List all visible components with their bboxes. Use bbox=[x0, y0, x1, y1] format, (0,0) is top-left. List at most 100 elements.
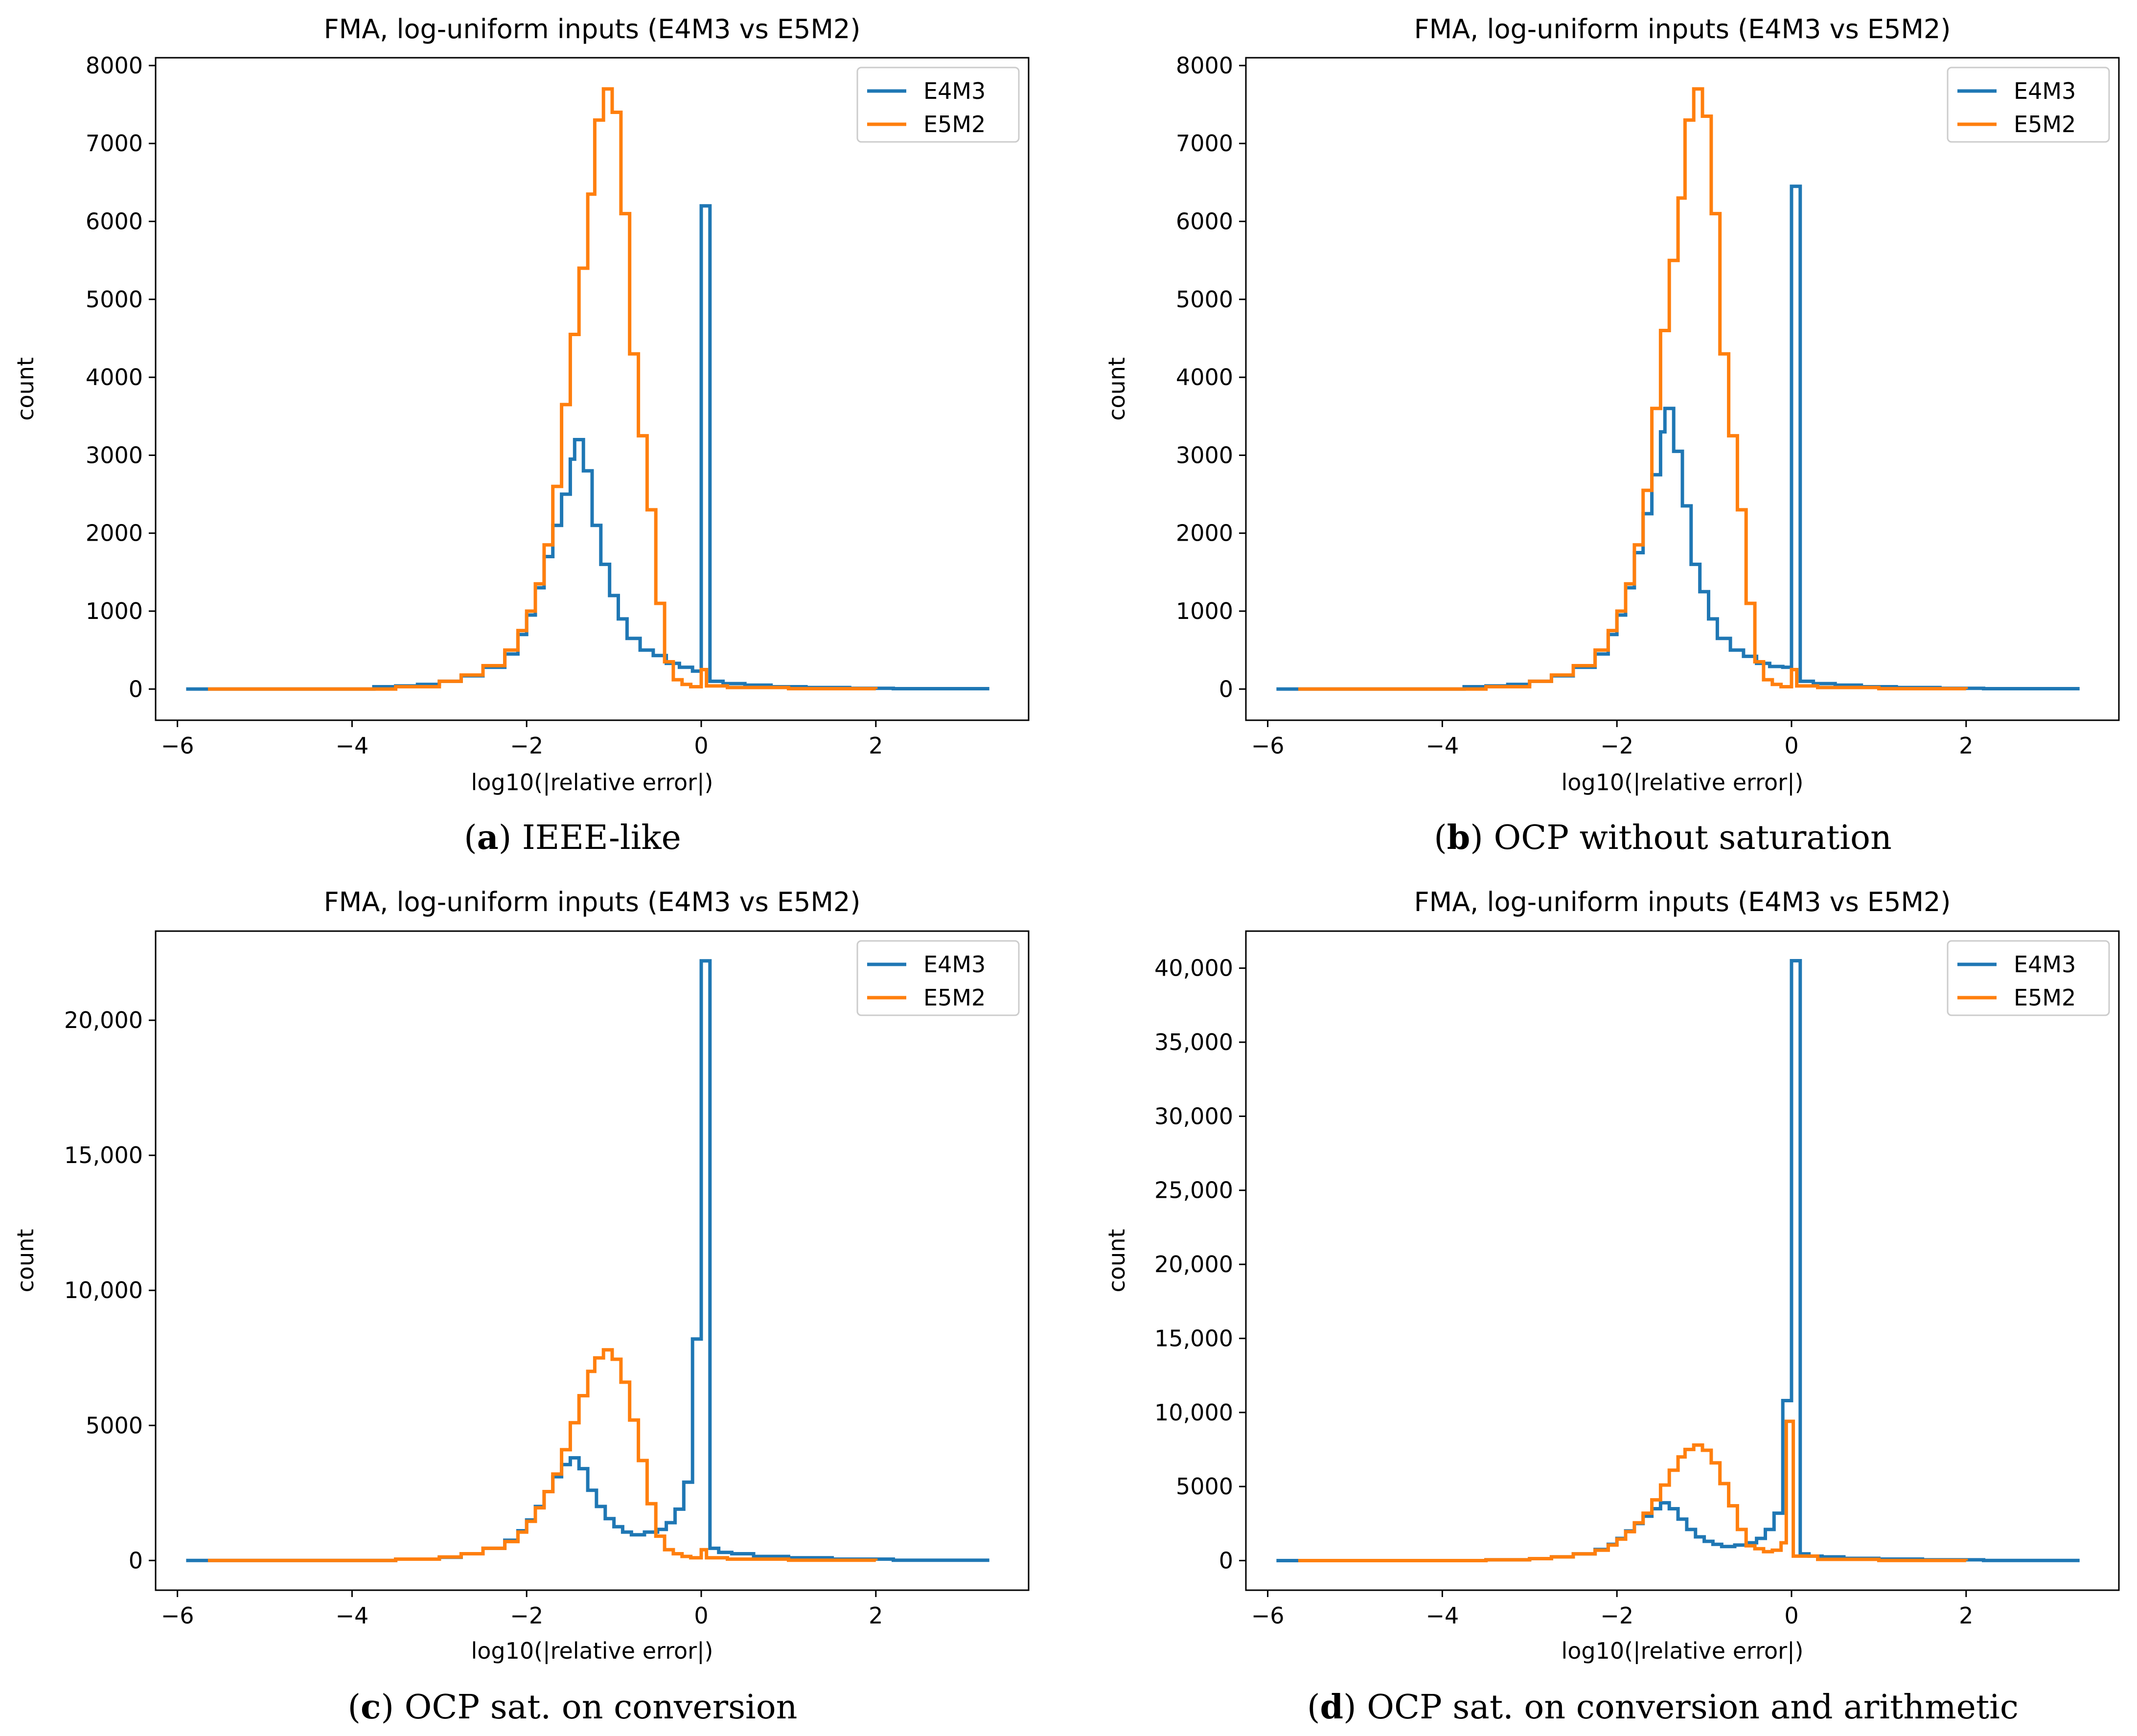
subfigure-caption: (b) OCP without saturation bbox=[1434, 818, 1892, 857]
legend-label-e5m2: E5M2 bbox=[923, 984, 986, 1011]
caption-text: OCP without saturation bbox=[1494, 819, 1891, 857]
legend-label-e4m3: E4M3 bbox=[2014, 951, 2076, 978]
y-tick-label: 40,000 bbox=[1154, 955, 1233, 982]
y-tick-label: 7000 bbox=[1176, 130, 1233, 157]
legend-label-e4m3: E4M3 bbox=[923, 78, 986, 104]
x-axis-label: log10(|relative error|) bbox=[471, 769, 713, 796]
y-tick-label: 6000 bbox=[86, 208, 143, 235]
y-tick-label: 4000 bbox=[86, 364, 143, 390]
y-tick-label: 1000 bbox=[86, 598, 143, 624]
y-tick-label: 0 bbox=[129, 676, 143, 702]
y-tick-label: 5000 bbox=[1176, 1473, 1233, 1500]
plot-area bbox=[155, 57, 1030, 721]
x-tick-label: 2 bbox=[1959, 1602, 1973, 1629]
y-tick-label: 35,000 bbox=[1154, 1029, 1233, 1055]
x-tick-label: 0 bbox=[1784, 732, 1798, 759]
x-tick-label: 0 bbox=[694, 1602, 708, 1629]
legend-label-e4m3: E4M3 bbox=[2014, 78, 2076, 104]
y-tick-label: 3000 bbox=[1176, 442, 1233, 468]
caption-letter: b bbox=[1447, 818, 1471, 857]
x-tick-label: −4 bbox=[1425, 732, 1459, 759]
x-tick-label: −4 bbox=[1425, 1602, 1459, 1629]
y-tick-label: 10,000 bbox=[64, 1277, 143, 1303]
y-tick-label: 8000 bbox=[1176, 52, 1233, 79]
y-tick-label: 5000 bbox=[1176, 286, 1233, 313]
legend-label-e4m3: E4M3 bbox=[923, 951, 986, 978]
y-tick-label: 3000 bbox=[86, 442, 143, 468]
y-tick-label: 0 bbox=[1219, 1547, 1233, 1574]
x-tick-label: 2 bbox=[869, 732, 883, 759]
legend-label-e5m2: E5M2 bbox=[2014, 984, 2076, 1011]
subfigure-caption: (d) OCP sat. on conversion and arithmeti… bbox=[1307, 1688, 2019, 1727]
x-tick-label: −2 bbox=[510, 732, 543, 759]
plot-area bbox=[155, 930, 1030, 1591]
x-tick-label: −6 bbox=[161, 732, 194, 759]
chart-title: FMA, log-uniform inputs (E4M3 vs E5M2) bbox=[324, 887, 861, 917]
series-e5m2-line bbox=[208, 87, 878, 691]
x-tick-label: −6 bbox=[1251, 1602, 1285, 1629]
caption-text: OCP sat. on conversion bbox=[405, 1688, 798, 1727]
x-axis-label: log10(|relative error|) bbox=[1561, 769, 1803, 796]
x-tick-label: −6 bbox=[1251, 732, 1285, 759]
y-tick-label: 7000 bbox=[86, 130, 143, 157]
plot-area bbox=[1245, 57, 2120, 721]
x-tick-label: −4 bbox=[335, 1602, 368, 1629]
legend-label-e5m2: E5M2 bbox=[2014, 111, 2076, 137]
x-tick-label: 0 bbox=[694, 732, 708, 759]
y-axis-label: count bbox=[12, 357, 39, 421]
x-tick-label: 2 bbox=[1959, 732, 1973, 759]
x-tick-label: −6 bbox=[161, 1602, 194, 1629]
x-axis-label: log10(|relative error|) bbox=[471, 1638, 713, 1665]
legend: E4M3 E5M2 bbox=[856, 940, 1020, 1016]
y-axis-label: count bbox=[1103, 357, 1130, 421]
caption-letter: a bbox=[477, 818, 499, 857]
chart-title: FMA, log-uniform inputs (E4M3 vs E5M2) bbox=[1414, 887, 1951, 917]
y-axis-label: count bbox=[1103, 1229, 1130, 1293]
y-tick-label: 0 bbox=[1219, 676, 1233, 702]
y-tick-label: 5000 bbox=[86, 1412, 143, 1439]
x-tick-label: 0 bbox=[1784, 1602, 1798, 1629]
y-tick-label: 2000 bbox=[86, 520, 143, 547]
legend: E4M3 E5M2 bbox=[856, 67, 1020, 143]
y-tick-label: 15,000 bbox=[1154, 1325, 1233, 1351]
x-tick-label: −4 bbox=[335, 732, 368, 759]
y-tick-label: 15,000 bbox=[64, 1142, 143, 1168]
y-tick-label: 0 bbox=[129, 1547, 143, 1574]
x-tick-label: −2 bbox=[1600, 732, 1633, 759]
y-tick-label: 6000 bbox=[1176, 208, 1233, 235]
series-e4m3-line bbox=[186, 959, 989, 1562]
y-tick-label: 20,000 bbox=[64, 1007, 143, 1033]
x-axis-label: log10(|relative error|) bbox=[1561, 1638, 1803, 1665]
y-tick-label: 1000 bbox=[1176, 598, 1233, 624]
y-tick-label: 8000 bbox=[86, 52, 143, 79]
chart-title: FMA, log-uniform inputs (E4M3 vs E5M2) bbox=[324, 14, 861, 45]
series-e4m3-line bbox=[186, 204, 989, 691]
y-tick-label: 20,000 bbox=[1154, 1251, 1233, 1278]
y-tick-label: 25,000 bbox=[1154, 1177, 1233, 1204]
legend: E4M3 E5M2 bbox=[1947, 67, 2110, 143]
series-e5m2-line bbox=[208, 1348, 878, 1562]
y-axis-label: count bbox=[12, 1229, 39, 1293]
series-e5m2-line bbox=[1298, 1419, 1968, 1562]
y-tick-label: 30,000 bbox=[1154, 1103, 1233, 1129]
chart-panel-d: −6 −4 −2 0 2 0 5000 10,000 15,000 20,000 25,000 30,… bbox=[1103, 887, 2120, 1727]
y-tick-label: 5000 bbox=[86, 286, 143, 313]
caption-letter: d bbox=[1320, 1688, 1344, 1727]
chart-panel-c: −6 −4 −2 0 2 0 5000 10,000 15,000 20,000 FMA, log-… bbox=[12, 887, 1030, 1727]
y-tick-label: 2000 bbox=[1176, 520, 1233, 547]
y-tick-label: 4000 bbox=[1176, 364, 1233, 390]
y-tick-label: 10,000 bbox=[1154, 1399, 1233, 1426]
chart-title: FMA, log-uniform inputs (E4M3 vs E5M2) bbox=[1414, 14, 1951, 45]
chart-panel-b: −6 −4 −2 0 2 0 1000 2000 3000 4000 5000 6000 7000 800… bbox=[1103, 14, 2120, 857]
caption-letter: c bbox=[361, 1688, 381, 1727]
series-e5m2-line bbox=[1298, 87, 1968, 691]
legend: E4M3 E5M2 bbox=[1947, 940, 2110, 1016]
plot-area bbox=[1245, 930, 2120, 1591]
caption-text: OCP sat. on conversion and arithmetic bbox=[1367, 1688, 2019, 1727]
subfigure-caption: (c) OCP sat. on conversion bbox=[348, 1688, 798, 1727]
x-tick-label: −2 bbox=[510, 1602, 543, 1629]
x-tick-label: 2 bbox=[869, 1602, 883, 1629]
caption-text: IEEE-like bbox=[522, 819, 681, 857]
legend-label-e5m2: E5M2 bbox=[923, 111, 986, 137]
